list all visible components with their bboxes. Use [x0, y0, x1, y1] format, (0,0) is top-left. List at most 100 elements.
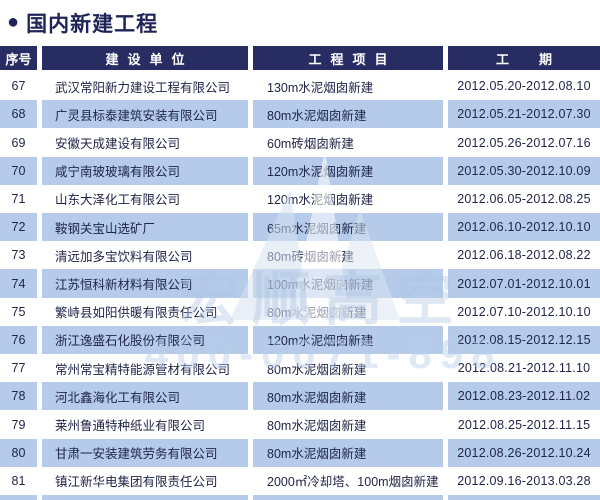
- row-number: 69: [11, 135, 26, 150]
- column-divider: [37, 241, 42, 270]
- company-name: 常州常宝精特能源管材有限公司: [55, 362, 231, 377]
- company-name: 武汉常阳新力建设工程有限公司: [55, 80, 231, 95]
- row-number: 70: [0, 156, 37, 185]
- table-header: 序号 建设单位 工程项目 工期: [0, 46, 600, 70]
- column-divider: [37, 410, 42, 439]
- project-duration: 2012.07.10-2012.10.10: [457, 304, 591, 319]
- project-duration: 2012.09.16-2013.03.28: [457, 473, 591, 488]
- column-divider: [443, 46, 448, 70]
- header-cell-no: 序号: [0, 46, 37, 70]
- table-row: 73 清远加多宝饮料有限公司 80m砖烟囱新建 2012.06.18-2012.…: [0, 241, 600, 270]
- project-duration: 2012.06.05-2012.08.25: [457, 191, 591, 206]
- header-cell-company: 建设单位: [42, 46, 248, 70]
- column-divider: [443, 325, 448, 355]
- table-row: 78 河北鑫海化工有限公司 80m水泥烟囱新建 2012.08.23-2012.…: [0, 382, 600, 411]
- cropped-next-row: [0, 495, 600, 500]
- row-number: 68: [0, 100, 37, 129]
- column-divider: [443, 354, 448, 383]
- column-divider: [37, 100, 42, 129]
- column-divider: [248, 466, 253, 496]
- column-divider: [248, 382, 253, 411]
- table-row: 81 镇江新华电集团有限责任公司 2000㎡冷却塔、100m烟囱新建 2012.…: [0, 466, 600, 496]
- column-divider: [443, 184, 448, 214]
- column-divider: [443, 382, 448, 411]
- column-divider: [248, 354, 253, 383]
- project-duration: 2012.06.18-2012.08.22: [457, 248, 591, 263]
- column-divider: [443, 128, 448, 157]
- column-divider: [248, 128, 253, 157]
- column-divider: [248, 410, 253, 439]
- row-number: 77: [11, 361, 26, 376]
- project-name: 130m水泥烟囱新建: [267, 80, 374, 95]
- table-row: 70 咸宁南玻玻璃有限公司 120m水泥烟囱新建 2012.05.30-2012…: [0, 156, 600, 185]
- column-divider: [443, 213, 448, 242]
- header-cell-duration: 工期: [448, 46, 600, 70]
- column-divider: [37, 354, 42, 383]
- column-divider: [37, 72, 42, 101]
- column-divider: [443, 241, 448, 270]
- column-divider: [37, 382, 42, 411]
- column-divider: [443, 72, 448, 101]
- column-divider: [443, 297, 448, 326]
- column-divider: [443, 438, 448, 467]
- column-divider: [443, 269, 448, 298]
- project-name: 80m水泥烟囱新建: [253, 382, 443, 411]
- column-divider: [37, 213, 42, 242]
- project-name: 80m水泥烟囱新建: [253, 438, 443, 467]
- table-body: 67 武汉常阳新力建设工程有限公司 130m水泥烟囱新建 2012.05.20-…: [0, 72, 600, 496]
- column-divider: [37, 438, 42, 467]
- project-name: 80m水泥烟囱新建: [267, 419, 367, 434]
- project-duration: 2012.05.26-2012.07.16: [457, 135, 591, 150]
- table-row: 79 莱州鲁通特种纸业有限公司 80m水泥烟囱新建 2012.08.25-201…: [0, 410, 600, 439]
- header-cell-project: 工程项目: [253, 46, 443, 70]
- project-name: 80m水泥烟囱新建: [267, 306, 367, 321]
- project-name: 80m水泥烟囱新建: [253, 100, 443, 129]
- table-row: 74 江苏恒科新材料有限公司 100m水泥烟囱新建 2012.07.01-201…: [0, 269, 600, 298]
- project-name: 120m水泥烟囱新建: [253, 156, 443, 185]
- table-row: 75 繁峙县如阳供暖有限责任公司 80m水泥烟囱新建 2012.07.10-20…: [0, 297, 600, 326]
- project-duration: 2012.08.25-2012.11.15: [457, 417, 591, 432]
- column-divider: [37, 184, 42, 214]
- table-row: 77 常州常宝精特能源管材有限公司 80m水泥烟囱新建 2012.08.21-2…: [0, 354, 600, 383]
- company-name: 安徽天成建设有限公司: [55, 137, 181, 151]
- column-divider: [37, 297, 42, 326]
- table-row: 69 安徽天成建设有限公司 60m砖烟囱新建 2012.05.26-2012.0…: [0, 128, 600, 157]
- column-divider: [248, 156, 253, 185]
- bullet-icon: ●: [7, 11, 20, 33]
- row-number: 79: [11, 417, 26, 432]
- column-divider: [443, 100, 448, 129]
- column-divider: [37, 128, 42, 157]
- column-divider: [443, 466, 448, 496]
- row-number: 76: [0, 325, 37, 355]
- table-row: 71 山东大泽化工有限公司 120m水泥烟囱新建 2012.06.05-2012…: [0, 184, 600, 214]
- project-name: 80m砖烟囱新建: [267, 249, 354, 264]
- company-name: 广灵县标泰建筑安装有限公司: [42, 100, 248, 129]
- project-duration: 2012.08.15-2012.12.15: [448, 325, 600, 355]
- column-divider: [37, 46, 42, 70]
- column-divider: [248, 72, 253, 101]
- row-number: 67: [11, 79, 26, 94]
- title-bar: ● 国内新建工程: [0, 0, 600, 46]
- company-name: 江苏恒科新材料有限公司: [42, 269, 248, 298]
- company-name: 鞍钢关宝山选矿厂: [42, 213, 248, 242]
- company-name: 咸宁南玻玻璃有限公司: [42, 156, 248, 185]
- table-row: 68 广灵县标泰建筑安装有限公司 80m水泥烟囱新建 2012.05.21-20…: [0, 100, 600, 129]
- column-divider: [248, 46, 253, 70]
- company-name: 莱州鲁通特种纸业有限公司: [55, 419, 206, 434]
- project-name: 2000㎡冷却塔、100m烟囱新建: [267, 475, 439, 490]
- company-name: 山东大泽化工有限公司: [55, 193, 181, 208]
- project-name: 80m水泥烟囱新建: [267, 362, 367, 377]
- project-name: 120m水泥烟囱新建: [267, 193, 374, 208]
- company-name: 河北鑫海化工有限公司: [42, 382, 248, 411]
- project-name: 100m水泥烟囱新建: [253, 269, 443, 298]
- row-number: 78: [0, 382, 37, 411]
- company-name: 镇江新华电集团有限责任公司: [55, 475, 218, 490]
- column-divider: [248, 100, 253, 129]
- row-number: 81: [11, 473, 26, 488]
- project-duration: 2012.08.26-2012.10.24: [448, 438, 600, 467]
- table-row: 67 武汉常阳新力建设工程有限公司 130m水泥烟囱新建 2012.05.20-…: [0, 72, 600, 101]
- project-duration: 2012.05.30-2012.10.09: [448, 156, 600, 185]
- column-divider: [443, 410, 448, 439]
- project-name: 60m砖烟囱新建: [267, 137, 354, 151]
